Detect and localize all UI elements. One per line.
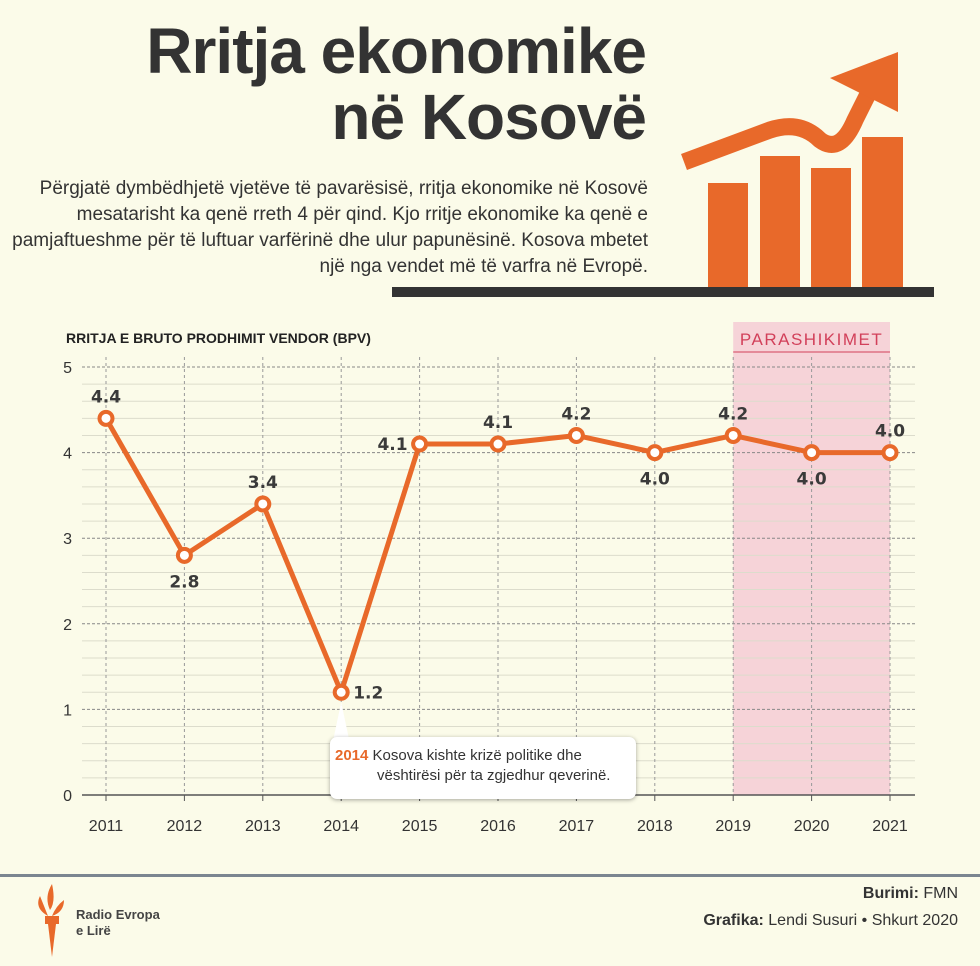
- title-line-1: Rritja ekonomike: [146, 15, 647, 87]
- data-point: [411, 435, 429, 453]
- logo-text: Radio Evropa e Lirë: [76, 907, 160, 939]
- y-tick-label: 1: [63, 702, 72, 719]
- data-point: [567, 426, 585, 444]
- logo-line-1: Radio Evropa: [76, 907, 160, 922]
- graphics-value: Lendi Susuri • Shkurt 2020: [768, 912, 958, 929]
- data-label: 4.1: [377, 435, 407, 455]
- data-label: 1.2: [353, 683, 383, 703]
- x-tick-label: 2014: [323, 818, 359, 835]
- annotation-line-1: Kosova kishte krizë politike dhe: [372, 747, 582, 764]
- growth-chart-icon: [681, 52, 903, 287]
- x-tick-label: 2020: [794, 818, 830, 835]
- chart-title: RRITJA E BRUTO PRODHIMIT VENDOR (BPV): [66, 330, 371, 346]
- data-point: [646, 444, 664, 462]
- data-label: 4.2: [718, 404, 748, 424]
- data-point: [489, 435, 507, 453]
- intro-text: Përgjatë dymbëdhjetë vjetëve të pavarësi…: [12, 178, 648, 277]
- x-tick-label: 2012: [167, 818, 203, 835]
- forecast-label: PARASHIKIMET: [740, 330, 883, 349]
- data-label: 4.4: [91, 387, 121, 407]
- page-title: Rritja ekonomike në Kosovë: [146, 15, 647, 153]
- x-tick-label: 2021: [872, 818, 908, 835]
- x-tick-label: 2016: [480, 818, 516, 835]
- icon-baseline: [392, 287, 934, 297]
- data-label: 4.0: [875, 422, 905, 442]
- footer-divider: [0, 874, 980, 877]
- graphics-label: Grafika:: [703, 912, 764, 929]
- data-point: [175, 546, 193, 564]
- data-point: [254, 495, 272, 513]
- x-tick-label: 2018: [637, 818, 673, 835]
- x-tick-label: 2013: [245, 818, 281, 835]
- data-label: 4.2: [561, 404, 591, 424]
- title-line-2: në Kosovë: [331, 81, 647, 153]
- source-value: FMN: [923, 885, 958, 902]
- x-tick-label: 2017: [559, 818, 595, 835]
- rfe-torch-logo: [38, 884, 64, 957]
- y-tick-label: 4: [63, 446, 72, 463]
- source-label: Burimi:: [862, 885, 919, 902]
- y-tick-label: 5: [63, 360, 72, 377]
- annotation-callout: 2014 Kosova kishte krizë politike dhe vë…: [330, 737, 636, 799]
- data-label: 4.0: [640, 470, 670, 490]
- data-label: 4.0: [797, 470, 827, 490]
- line-chart: 0 1 2 3 4 5 2011 2012 2013 2014 2015 2016 2017 2018 20…: [63, 322, 915, 835]
- data-point: [803, 444, 821, 462]
- data-label: 4.1: [483, 413, 513, 433]
- y-tick-label: 0: [63, 788, 72, 805]
- data-point: [724, 426, 742, 444]
- annotation-year: 2014: [335, 747, 369, 764]
- data-point: [332, 683, 350, 701]
- y-tick-label: 2: [63, 617, 72, 634]
- y-tick-label: 3: [63, 531, 72, 548]
- annotation-line-2: vështirësi për ta zgjedhur qeverinë.: [377, 767, 611, 784]
- logo-line-2: e Lirë: [76, 923, 111, 938]
- data-point: [881, 444, 899, 462]
- x-tick-label: 2019: [715, 818, 751, 835]
- data-label: 3.4: [248, 473, 278, 493]
- x-tick-label: 2015: [402, 818, 438, 835]
- data-point: [97, 409, 115, 427]
- credits: Burimi: FMN Grafika: Lendi Susuri • Shku…: [703, 880, 958, 934]
- data-label: 2.8: [169, 572, 199, 592]
- x-tick-label: 2011: [89, 818, 124, 835]
